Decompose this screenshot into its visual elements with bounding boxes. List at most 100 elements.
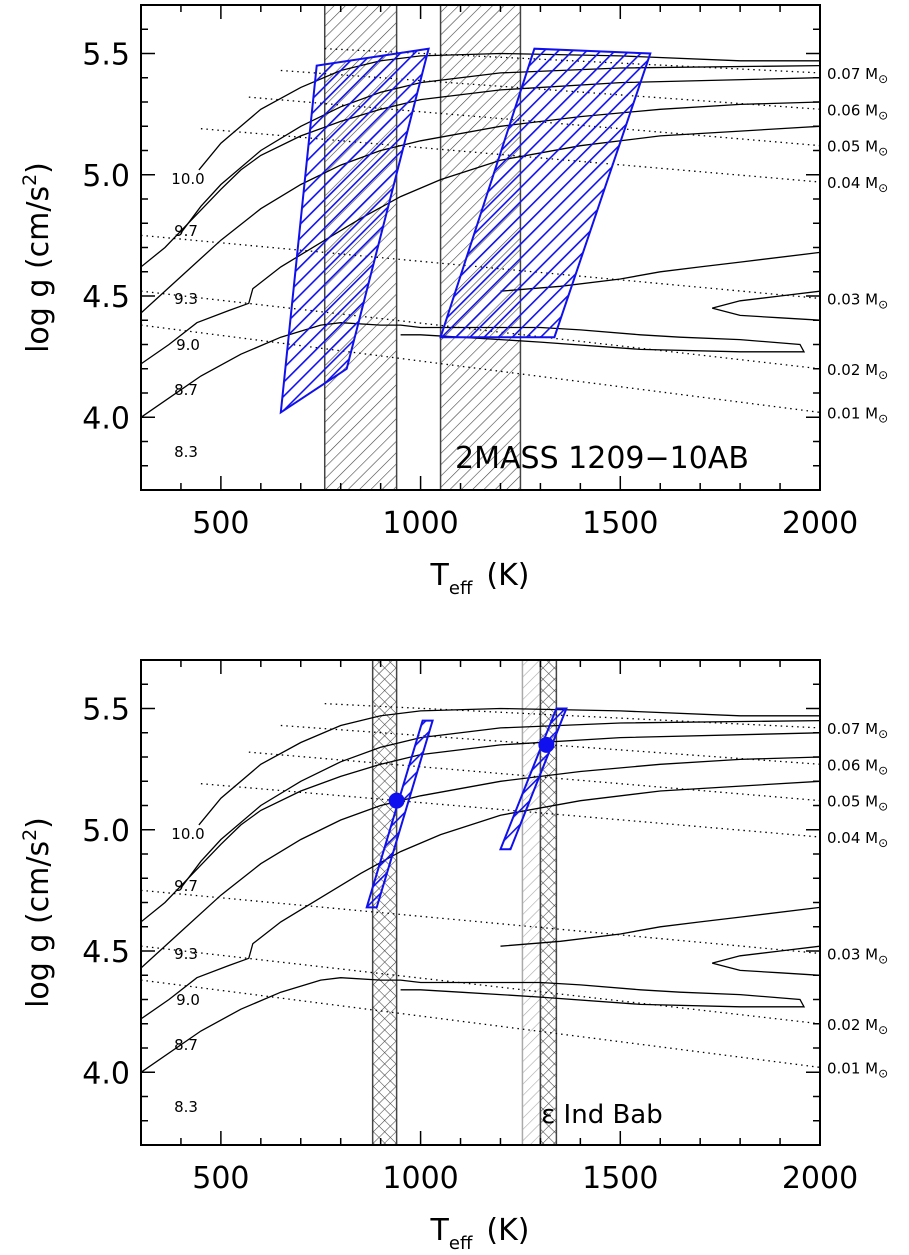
isochrone-label: 10.0 [171,170,204,188]
data-point-0 [388,792,405,809]
y-label-close: ) [21,817,56,829]
isochrone-label: 8.3 [174,1098,198,1116]
mass-label-text: 0.07 M [827,65,878,83]
y-label-main: log g (cm/s [21,186,56,353]
isochrone-2 [141,732,820,923]
isochrone-8 [712,962,820,976]
mass-label: 0.02 M⊙ [827,1016,888,1037]
isochrone-2 [141,77,820,268]
mass-label: 0.04 M⊙ [827,829,888,850]
mass-label-sun: ⊙ [878,727,888,741]
isochrone-label: 8.7 [174,381,198,399]
mass-label: 0.02 M⊙ [827,361,888,382]
y-label-sup: 2 [19,829,41,841]
panel-2mass-1209: 10.0 9.7 9.3 9.0 8.7 8.3 500 1000 1500 2000 4.0 4.5… [19,4,888,599]
isochrone-0 [198,707,820,826]
mass-track-6 [141,979,820,1069]
isochrone-1 [180,719,820,889]
isochrone-5 [141,977,806,1073]
x-label-unit: (K) [486,1213,529,1248]
mass-label: 0.06 M⊙ [827,756,888,777]
x-tick-label: 1500 [582,1161,658,1196]
isochrone-label: 9.3 [174,945,198,963]
isochrone-3 [141,756,820,969]
isochrone-7 [712,290,820,309]
mass-label-sun: ⊙ [878,1023,888,1037]
mass-label-sun: ⊙ [878,1066,888,1080]
mass-label: 0.01 M⊙ [827,1059,888,1080]
isochrone-6 [500,906,820,947]
mass-label: 0.07 M⊙ [827,65,888,86]
panel-eps-ind-bab: 10.0 9.7 9.3 9.0 8.7 8.3 500 1000 1500 2000 4.0 4.5… [19,659,888,1254]
mass-label-text: 0.03 M [827,290,878,308]
mass-label-text: 0.01 M [827,1059,878,1077]
plot-area [141,5,820,490]
mass-label-sun: ⊙ [878,952,888,966]
mass-label-sun: ⊙ [878,145,888,159]
y-tick-label: 5.0 [82,159,130,194]
x-tick-label: 500 [192,506,249,541]
y-tick-label: 4.0 [82,401,130,436]
data-point-1 [538,736,555,753]
x-label-sub: eff [449,578,473,599]
isochrone-label: 10.0 [171,825,204,843]
y-tick-label: 5.0 [82,814,130,849]
y-label-close: ) [21,162,56,174]
mass-label-text: 0.04 M [827,174,878,192]
y-label-main: log g (cm/s [21,841,56,1008]
y-tick-label: 5.5 [82,693,130,728]
mass-label: 0.05 M⊙ [827,138,888,159]
mass-label-sun: ⊙ [878,368,888,382]
mass-label: 0.03 M⊙ [827,290,888,311]
mass-track-3 [200,783,820,838]
isochrone-label: 9.7 [174,877,198,895]
y-label-sup: 2 [19,174,41,186]
mass-label-text: 0.03 M [827,945,878,963]
mass-label-sun: ⊙ [878,181,888,195]
y-axis-label: log g (cm/s2) [19,817,56,1008]
isochrone-label: 9.3 [174,290,198,308]
mass-track-6 [141,324,820,414]
y-tick-label: 4.5 [82,280,130,315]
mass-label-text: 0.01 M [827,404,878,422]
x-label-sub: eff [449,1233,473,1254]
isochrone-label: 8.7 [174,1036,198,1054]
plot-area [141,660,820,1145]
y-tick-label: 5.5 [82,38,130,73]
solution-region-0 [279,47,430,415]
ticks [141,660,820,1145]
mass-label: 0.04 M⊙ [827,174,888,195]
mass-label-sun: ⊙ [878,800,888,814]
mass-label-text: 0.04 M [827,829,878,847]
x-tick-label: 1500 [582,506,658,541]
mass-label-sun: ⊙ [878,411,888,425]
mass-label-sun: ⊙ [878,297,888,311]
x-label-main: T [430,558,450,593]
mass-label-text: 0.02 M [827,361,878,379]
mass-label-sun: ⊙ [878,72,888,86]
mass-track-4 [141,889,820,955]
x-tick-label: 1000 [382,1161,458,1196]
teff-band-2 [539,660,558,1145]
mass-label-text: 0.05 M [827,138,878,156]
x-tick-label: 2000 [782,1161,858,1196]
mass-label-sun: ⊙ [878,763,888,777]
mass-label-text: 0.07 M [827,720,878,738]
teff-band-1 [521,660,542,1145]
mass-track-0 [324,703,820,729]
mass-label-text: 0.06 M [827,756,878,774]
ticks [141,5,820,490]
mass-label: 0.07 M⊙ [827,720,888,741]
mass-label: 0.06 M⊙ [827,101,888,122]
isochrone-label: 9.0 [176,336,200,354]
plot-frame [140,659,821,1146]
mass-label-text: 0.05 M [827,793,878,811]
isochrone-label: 9.7 [174,222,198,240]
y-axis-label: log g (cm/s2) [19,162,56,353]
y-tick-label: 4.0 [82,1056,130,1091]
y-tick-label: 4.5 [82,935,130,970]
mass-label-sun: ⊙ [878,836,888,850]
x-axis-label: Teff (K) [430,1213,530,1254]
mass-label-text: 0.02 M [827,1016,878,1034]
